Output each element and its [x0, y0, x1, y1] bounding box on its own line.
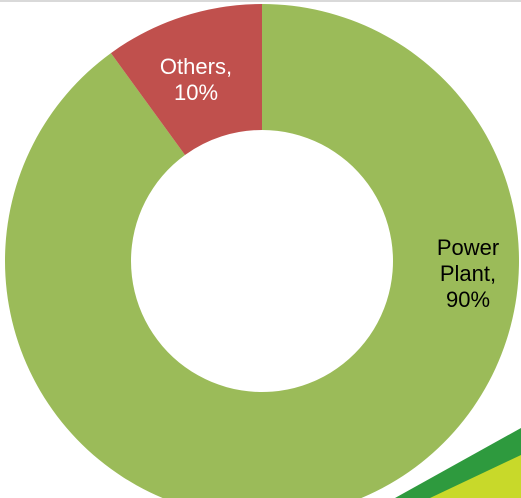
slices — [5, 4, 519, 498]
donut-slice — [5, 4, 519, 498]
data-label: Others, 10% — [159, 54, 233, 105]
data-label: Power Plant, 90% — [436, 235, 500, 312]
donut-slice — [110, 4, 262, 156]
decor-swoosh — [430, 455, 521, 498]
